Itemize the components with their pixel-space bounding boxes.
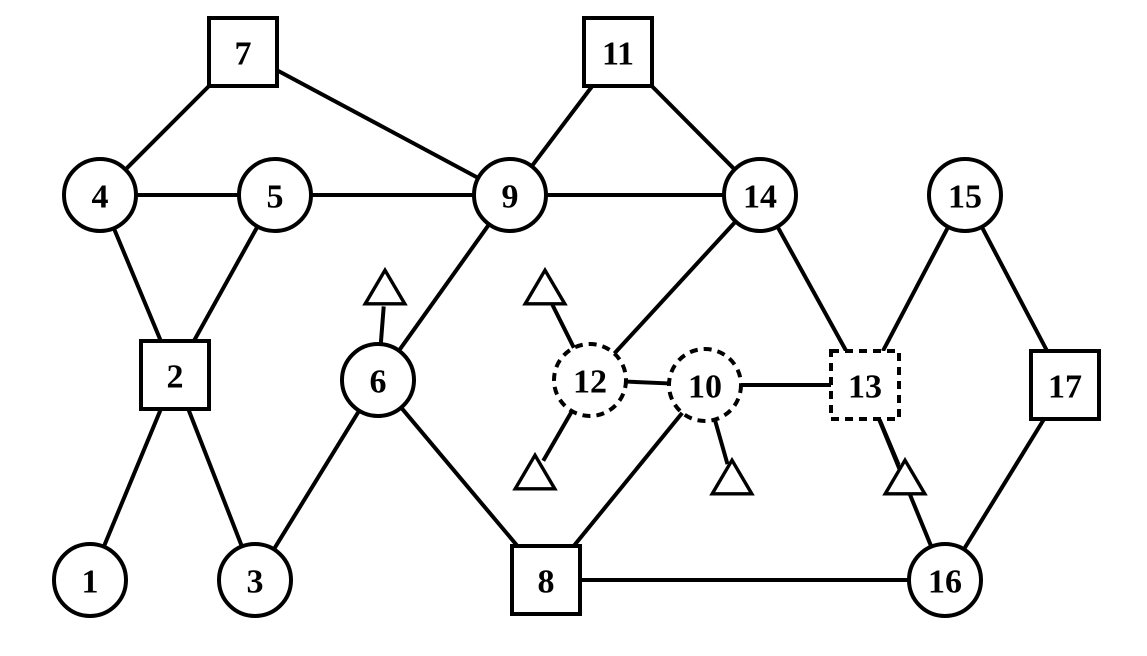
edge — [194, 226, 258, 341]
node-label: 16 — [928, 564, 962, 601]
edge — [614, 222, 735, 354]
edge — [125, 86, 209, 170]
node-label: 15 — [948, 179, 982, 216]
node-label: 6 — [370, 364, 387, 401]
edge — [626, 382, 669, 384]
node-6: 6 — [342, 344, 414, 416]
triangle-marker — [525, 270, 565, 304]
node-label: 4 — [92, 179, 109, 216]
edge — [964, 419, 1044, 549]
edge — [401, 408, 517, 546]
node-label: 12 — [573, 364, 607, 401]
triangle-marker — [515, 455, 555, 489]
network-diagram: 1234567891011121314151617 — [0, 0, 1147, 656]
edge — [982, 227, 1047, 351]
edge — [532, 86, 593, 166]
node-2: 2 — [141, 341, 209, 409]
node-4: 4 — [64, 159, 136, 231]
node-label: 13 — [848, 369, 882, 406]
node-16: 16 — [909, 544, 981, 616]
edge-to-triangle — [879, 419, 898, 465]
node-3: 3 — [219, 544, 291, 616]
edge — [277, 70, 478, 178]
edge-to-triangle — [381, 306, 384, 344]
edge-to-triangle — [543, 411, 572, 461]
edge — [777, 227, 846, 351]
edge — [104, 409, 161, 547]
edge — [883, 227, 948, 351]
edge — [114, 228, 161, 341]
node-1: 1 — [54, 544, 126, 616]
node-5: 5 — [239, 159, 311, 231]
node-11: 11 — [584, 18, 652, 86]
triangle-marker — [365, 270, 405, 304]
node-label: 14 — [743, 179, 777, 216]
edge-to-triangle — [715, 420, 728, 465]
edge — [188, 409, 242, 546]
node-label: 11 — [602, 36, 634, 73]
node-14: 14 — [724, 159, 796, 231]
node-label: 17 — [1048, 369, 1082, 406]
edges-layer — [104, 70, 1047, 580]
node-8: 8 — [512, 546, 580, 614]
edge — [274, 411, 359, 550]
node-label: 2 — [167, 359, 184, 396]
edge-to-triangle — [552, 305, 574, 348]
edge — [399, 224, 489, 350]
node-label: 3 — [247, 564, 264, 601]
node-10: 10 — [669, 349, 741, 421]
edge — [574, 413, 683, 546]
node-label: 5 — [267, 179, 284, 216]
node-label: 9 — [502, 179, 519, 216]
edge — [652, 86, 735, 169]
node-17: 17 — [1031, 351, 1099, 419]
node-13: 13 — [831, 351, 899, 419]
triangle-marker — [885, 460, 925, 494]
node-label: 10 — [688, 369, 722, 406]
node-label: 1 — [82, 564, 99, 601]
node-9: 9 — [474, 159, 546, 231]
node-label: 7 — [235, 36, 252, 73]
triangle-marker — [712, 460, 752, 494]
node-label: 8 — [538, 564, 555, 601]
node-12: 12 — [554, 344, 626, 416]
node-15: 15 — [929, 159, 1001, 231]
node-7: 7 — [209, 18, 277, 86]
